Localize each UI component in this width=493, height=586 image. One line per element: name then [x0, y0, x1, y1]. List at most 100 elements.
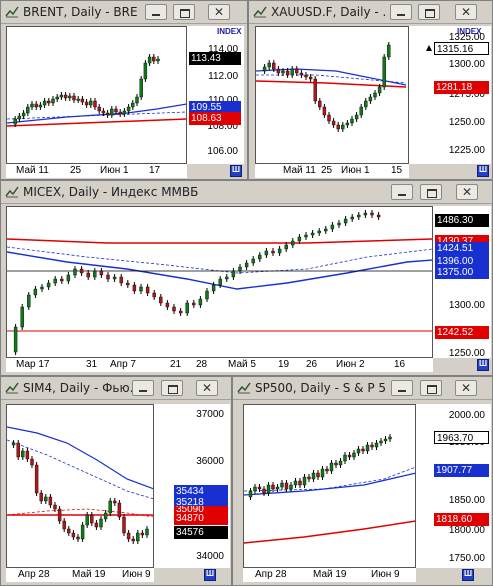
chart-corner-icon[interactable]: Ш	[230, 165, 242, 177]
window-title: BRENT, Daily - BRE...	[23, 5, 138, 19]
chart-corner-icon[interactable]: Ш	[477, 359, 489, 371]
sp500-window[interactable]: SP500, Daily - S & P 5... ✕ 2000.00 1950…	[232, 376, 493, 586]
brent-titlebar[interactable]: BRENT, Daily - BRE... ✕	[1, 1, 247, 24]
micex-time-axis: Мар 17 31 Апр 7 21 28 Май 5 19 26 Июн 2 …	[6, 358, 433, 372]
price-badge: 1818.60	[434, 513, 489, 526]
minimize-button[interactable]	[391, 380, 413, 396]
close-button[interactable]: ✕	[455, 4, 477, 20]
sp500-plot[interactable]	[243, 404, 416, 568]
maximize-button[interactable]	[173, 4, 195, 20]
candle-body	[225, 276, 229, 280]
candle-body	[388, 436, 392, 440]
price-badge: 109.55	[189, 101, 241, 114]
candle-body	[73, 268, 77, 276]
chart-corner-icon[interactable]: Ш	[462, 569, 474, 581]
candle-body	[97, 106, 101, 112]
y-tick: 2000.00	[448, 410, 485, 421]
candle-body	[238, 266, 242, 272]
candle-body	[156, 58, 160, 62]
candle-body	[299, 72, 304, 76]
candle-body	[320, 468, 325, 478]
price-badge: 1486.30	[435, 214, 489, 227]
ma-blue-line	[7, 103, 186, 124]
minimize-button[interactable]	[390, 4, 412, 20]
minimize-button[interactable]	[132, 380, 154, 396]
candle-body	[145, 528, 149, 536]
price-badge: 35090	[174, 506, 228, 514]
candle-body	[317, 230, 321, 234]
xau-plot[interactable]	[255, 26, 409, 164]
index-label: INDEX	[217, 27, 242, 36]
candle-body	[114, 108, 118, 113]
maximize-button[interactable]	[418, 4, 440, 20]
ma-dash-line	[7, 246, 432, 274]
y-tick: 1300.00	[448, 300, 485, 311]
chart-corner-icon[interactable]: Ш	[477, 165, 489, 177]
candle-body	[159, 296, 163, 304]
y-tick: 1850.00	[448, 495, 485, 506]
candle-body	[376, 214, 381, 218]
x-label: 17	[149, 165, 161, 176]
candle-body	[322, 106, 327, 116]
candle-body	[79, 268, 84, 274]
candle-body	[117, 502, 122, 518]
ma-dash-line	[244, 466, 415, 492]
candle-body	[27, 294, 31, 308]
minimize-button[interactable]	[391, 184, 413, 200]
candle-body	[325, 468, 329, 472]
candle-body	[271, 250, 275, 254]
sim4-titlebar[interactable]: SIM4, Daily - Фью... ✕	[1, 377, 231, 400]
candle-body	[34, 464, 39, 494]
x-label: Май 11	[16, 165, 49, 176]
candle-body	[262, 488, 266, 494]
candle-body	[122, 110, 127, 115]
price-badge: 1424.51	[435, 242, 489, 255]
candle-body	[55, 96, 59, 100]
candle-body	[363, 212, 368, 216]
maximize-button[interactable]	[420, 184, 442, 200]
window-title: MICEX, Daily - Индекс ММВБ	[23, 185, 199, 199]
y-tick: 106.00	[207, 146, 238, 157]
candle-body	[374, 442, 379, 448]
y-tick: 1325.00	[448, 32, 485, 43]
candle-body	[108, 500, 112, 514]
sim4-window[interactable]: SIM4, Daily - Фью... ✕ 37000 36000 34000…	[0, 376, 232, 586]
candle-body	[16, 442, 20, 458]
chart-icon	[253, 6, 267, 18]
xau-window[interactable]: XAUUSD.F, Daily - ... ✕ INDEX 1325.00 13…	[248, 0, 493, 180]
brent-window[interactable]: BRENT, Daily - BRE... ✕ INDEX 114.00 112…	[0, 0, 248, 180]
maximize-button[interactable]	[420, 380, 442, 396]
close-button[interactable]: ✕	[455, 380, 477, 396]
micex-window[interactable]: MICEX, Daily - Индекс ММВБ ✕ 1300.00 125…	[0, 180, 493, 376]
candle-body	[298, 480, 302, 486]
candle-body	[262, 66, 267, 72]
candle-body	[26, 106, 30, 114]
sim4-plot[interactable]	[6, 404, 154, 568]
maximize-button[interactable]	[161, 380, 183, 396]
candle-body	[271, 484, 275, 490]
micex-plot[interactable]	[6, 206, 433, 358]
ma-red-line	[7, 238, 432, 244]
candle-body	[57, 508, 62, 522]
sp500-titlebar[interactable]: SP500, Daily - S & P 5... ✕	[233, 377, 492, 400]
xau-titlebar[interactable]: XAUUSD.F, Daily - ... ✕	[249, 1, 492, 24]
candle-body	[33, 288, 38, 296]
ma-red-line	[244, 520, 415, 544]
minimize-button[interactable]	[145, 4, 167, 20]
chart-corner-icon[interactable]: Ш	[204, 569, 216, 581]
close-button[interactable]: ✕	[208, 4, 230, 20]
candle-body	[285, 70, 290, 76]
close-button[interactable]: ✕	[456, 184, 478, 200]
micex-price-axis: 1300.00 1250.00 1486.30 1430.37 1424.51 …	[433, 206, 491, 358]
close-button[interactable]: ✕	[196, 380, 218, 396]
candle-body	[284, 244, 288, 250]
candle-body	[290, 68, 294, 76]
x-label: Апр 28	[18, 569, 50, 580]
y-tick: 1250.00	[448, 117, 485, 128]
candle-body	[272, 62, 276, 70]
sim4-chart	[7, 426, 153, 544]
micex-titlebar[interactable]: MICEX, Daily - Индекс ММВБ ✕	[1, 181, 492, 204]
candle-body	[48, 496, 53, 506]
candle-body	[93, 270, 97, 278]
brent-plot[interactable]	[6, 26, 187, 164]
